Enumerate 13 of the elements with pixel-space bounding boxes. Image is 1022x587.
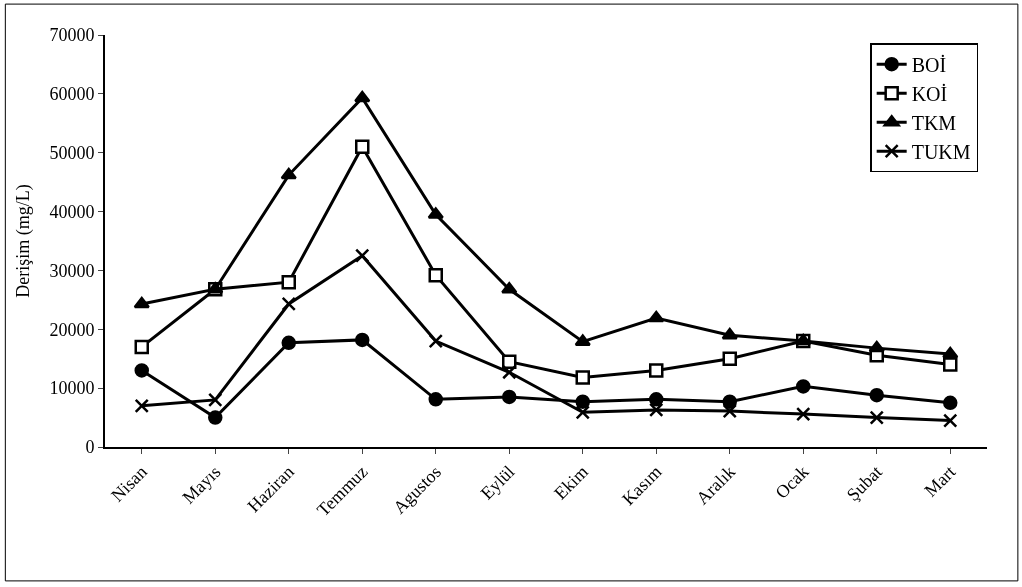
legend-label: BOİ (911, 54, 947, 77)
y-tick-label: 30000 (49, 260, 95, 281)
legend-label: TKM (911, 112, 957, 135)
y-axis-title: Derişim (mg/L) (13, 184, 35, 298)
y-tick-label: 10000 (49, 378, 95, 399)
y-tick-label: 40000 (49, 201, 95, 222)
y-tick-label: 0 (85, 437, 95, 458)
y-tick-label: 20000 (49, 319, 95, 340)
y-tick-label: 50000 (49, 143, 95, 164)
legend-label: TUKM (911, 141, 971, 164)
y-tick-label: 60000 (49, 84, 95, 105)
legend-label: KOİ (911, 83, 948, 106)
y-tick-label: 70000 (49, 25, 95, 46)
